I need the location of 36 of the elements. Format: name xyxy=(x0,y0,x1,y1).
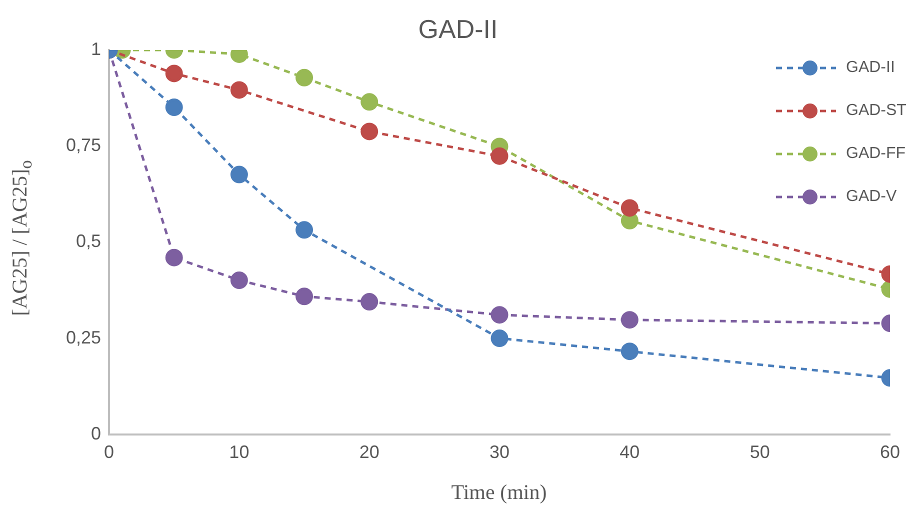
point xyxy=(230,81,248,99)
point xyxy=(490,147,508,165)
y-tick-label: 1 xyxy=(91,38,102,59)
point xyxy=(296,288,314,306)
x-tick-label: 40 xyxy=(620,442,640,462)
legend-label: GAD-II xyxy=(846,58,895,76)
y-tick-label: 0,25 xyxy=(66,327,102,348)
x-tick-label: 50 xyxy=(750,442,770,462)
point xyxy=(230,166,248,184)
point xyxy=(490,330,508,348)
x-tick-label: 20 xyxy=(359,442,380,462)
point xyxy=(165,98,183,116)
x-tick-label: 60 xyxy=(880,442,900,462)
chart-title: GAD-II xyxy=(418,14,498,44)
point xyxy=(165,248,183,266)
point xyxy=(296,68,314,86)
point xyxy=(165,64,183,82)
x-tick-label: 0 xyxy=(104,442,114,462)
y-tick-label: 0,75 xyxy=(66,135,102,156)
x-axis-title: Time (min) xyxy=(450,480,548,505)
point xyxy=(230,272,248,290)
legend-label: GAD-V xyxy=(846,188,897,206)
point xyxy=(360,122,378,140)
legend-label: GAD-FF xyxy=(846,144,906,162)
y-tick-label: 0,5 xyxy=(76,231,102,252)
point xyxy=(360,93,378,111)
point xyxy=(296,221,314,239)
y-tick-label: 0 xyxy=(91,423,102,444)
point xyxy=(620,342,638,360)
legend-label: GAD-ST xyxy=(846,102,906,120)
point xyxy=(490,306,508,324)
x-tick-label: 10 xyxy=(229,442,250,462)
x-tick-label: 30 xyxy=(490,442,510,462)
point xyxy=(360,293,378,311)
point xyxy=(620,311,638,329)
point xyxy=(620,199,638,217)
